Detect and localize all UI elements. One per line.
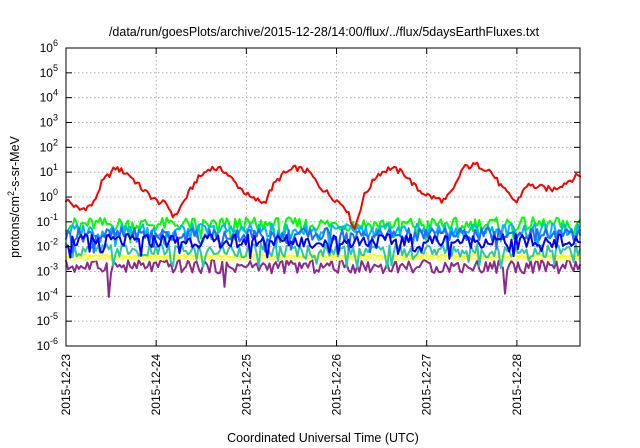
series-line-1 xyxy=(65,216,581,244)
x-tick-label: 2015-12-28 xyxy=(510,354,524,416)
y-tick-label: 105 xyxy=(40,63,58,80)
y-tick-label: 104 xyxy=(40,88,58,105)
series-line-4 xyxy=(65,233,581,260)
x-axis-label: Coordinated Universal Time (UTC) xyxy=(227,431,419,445)
y-tick-label: 100 xyxy=(40,187,58,204)
x-tick-label: 2015-12-26 xyxy=(330,354,344,416)
axis-ticks xyxy=(65,47,580,347)
series-line-0 xyxy=(65,161,581,230)
y-axis-label: protons/cm2-s-sr-MeV xyxy=(6,135,22,257)
y-tick-label: 10-1 xyxy=(37,212,58,229)
series-line-3 xyxy=(65,226,581,254)
y-tick-label: 102 xyxy=(40,137,58,154)
x-tick-label: 2015-12-27 xyxy=(420,354,434,416)
series-line-8 xyxy=(65,258,581,298)
y-axis-label-suffix: -s-sr-MeV xyxy=(8,135,22,191)
y-tick-label: 103 xyxy=(40,113,58,130)
y-tick-labels: 10-6 10-5 10-4 10-3 10-2 10-1 100 101 102 103 104 1… xyxy=(37,38,58,353)
grid xyxy=(66,48,580,346)
y-tick-label: 106 xyxy=(40,38,58,55)
y-tick-label: 10-2 xyxy=(37,237,58,254)
y-axis-label-prefix: protons/cm xyxy=(8,196,22,258)
y-axis-label-sup: 2 xyxy=(6,191,16,196)
series-layer xyxy=(65,161,581,298)
y-tick-label: 10-5 xyxy=(37,311,58,328)
series-line-7 xyxy=(65,256,581,262)
chart-title: /data/run/goesPlots/archive/2015-12-28/1… xyxy=(109,25,540,39)
y-tick-label: 10-4 xyxy=(37,286,58,303)
y-tick-label: 101 xyxy=(40,162,58,179)
x-tick-label: 2015-12-23 xyxy=(59,354,73,416)
series-line-5 xyxy=(65,242,581,270)
x-tick-label: 2015-12-25 xyxy=(239,354,253,416)
y-tick-label: 10-3 xyxy=(37,262,58,279)
y-tick-label: 10-6 xyxy=(37,336,58,353)
x-tick-label: 2015-12-24 xyxy=(149,354,163,416)
x-tick-labels: 2015-12-23 2015-12-24 2015-12-25 2015-12-26… xyxy=(59,354,524,416)
